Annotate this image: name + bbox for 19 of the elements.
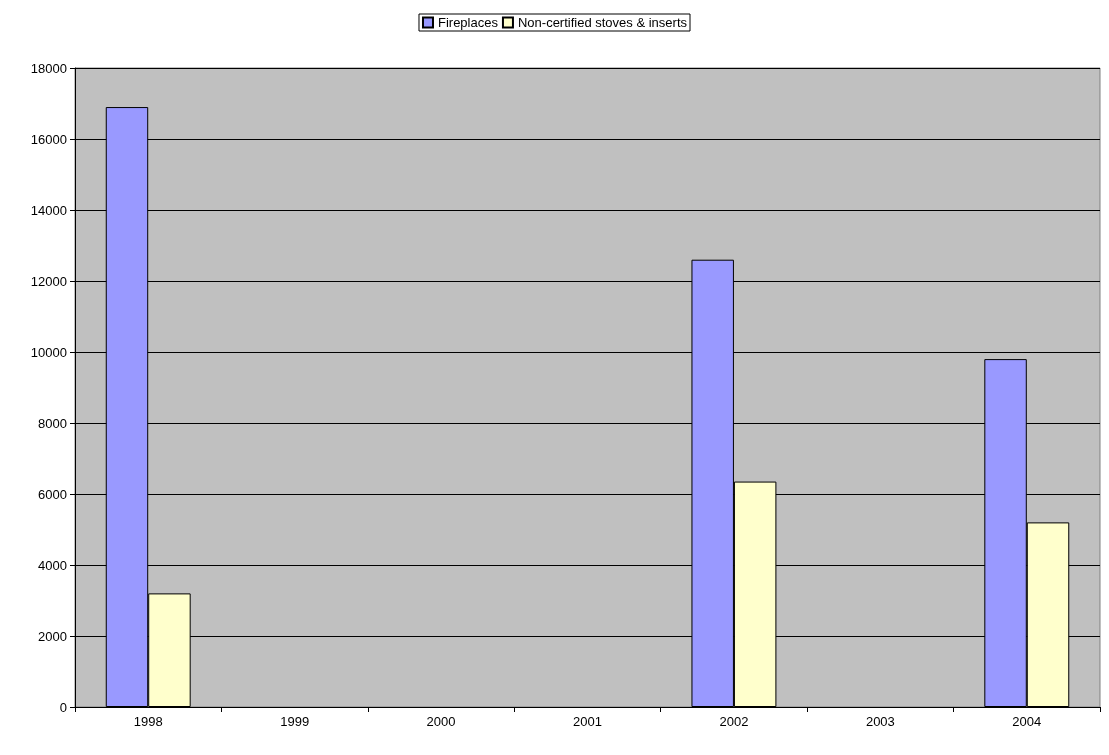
x-tick-label: 2002: [719, 714, 749, 729]
y-tick-label: 0: [59, 699, 67, 715]
legend-label: Fireplaces: [437, 15, 499, 30]
x-tick-label: 2004: [1012, 714, 1042, 729]
x-tick-label: 1999: [280, 714, 310, 729]
y-tick-label: 18000: [30, 60, 67, 76]
y-tick-label: 12000: [30, 273, 67, 289]
y-tick-label: 10000: [30, 344, 67, 360]
x-tick-label: 1998: [133, 714, 163, 729]
x-tick-label: 2003: [865, 714, 895, 729]
y-tick-label: 16000: [30, 131, 67, 147]
y-tick-label: 14000: [30, 202, 67, 218]
y-tick-label: 2000: [38, 628, 67, 644]
y-tick-label: 8000: [38, 415, 67, 431]
legend-label: Non-certified stoves & inserts: [517, 15, 688, 30]
y-tick-label: 6000: [38, 486, 67, 502]
x-tick-label: 2000: [426, 714, 456, 729]
y-tick-label: 4000: [38, 557, 67, 573]
x-tick-label: 2001: [573, 714, 602, 729]
